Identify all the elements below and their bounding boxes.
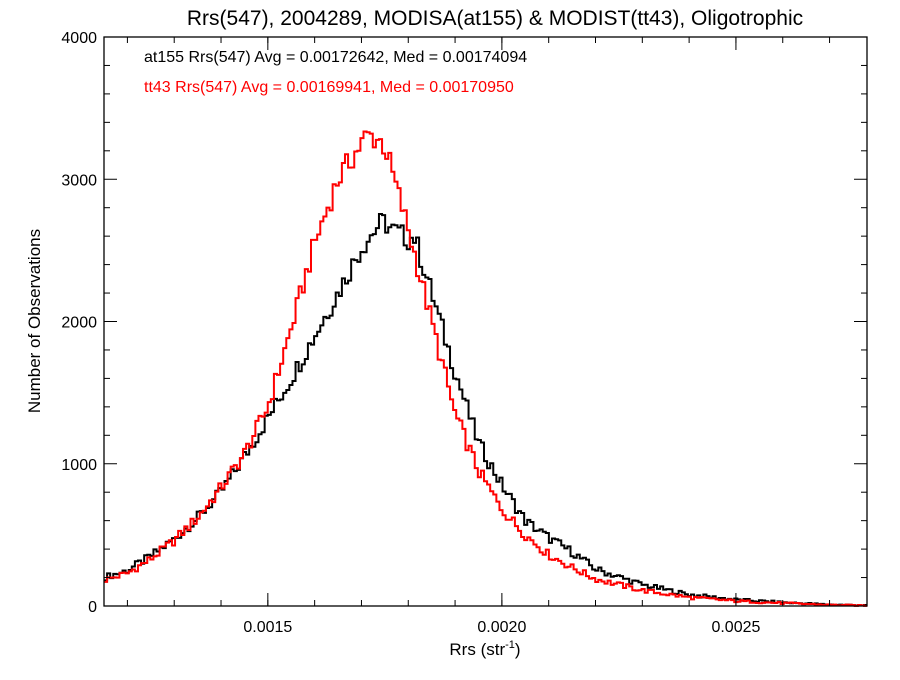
x-axis-label-close: ) xyxy=(515,640,521,659)
series-line-0 xyxy=(104,212,867,607)
x-axis-label-main: Rrs (str xyxy=(449,640,505,659)
x-axis-label: Rrs (str-1) xyxy=(449,639,520,659)
chart-title: Rrs(547), 2004289, MODISA(at155) & MODIS… xyxy=(187,7,803,30)
y-axis-label: Number of Observations xyxy=(25,229,44,413)
y-tick-label: 3000 xyxy=(61,172,97,189)
x-tick-label: 0.0020 xyxy=(477,619,526,636)
y-tick-label: 1000 xyxy=(61,457,97,474)
plot-frame xyxy=(103,36,868,607)
x-tick-label: 0.0015 xyxy=(243,619,292,636)
plot-lines xyxy=(104,130,867,607)
y-tick-label: 4000 xyxy=(61,30,97,47)
x-tick-label: 0.0025 xyxy=(711,619,760,636)
axis-ticks: 0.0015 0.0020 0.0025 0 1000 2000 3000 4000 xyxy=(61,30,867,636)
annotation-tt43: tt43 Rrs(547) Avg = 0.00169941, Med = 0.… xyxy=(144,79,514,96)
x-axis-label-sup: -1 xyxy=(505,639,515,651)
y-tick-label: 0 xyxy=(88,599,97,616)
annotation-at155: at155 Rrs(547) Avg = 0.00172642, Med = 0… xyxy=(144,49,527,66)
series-line-1 xyxy=(104,130,867,607)
y-tick-label: 2000 xyxy=(61,315,97,332)
